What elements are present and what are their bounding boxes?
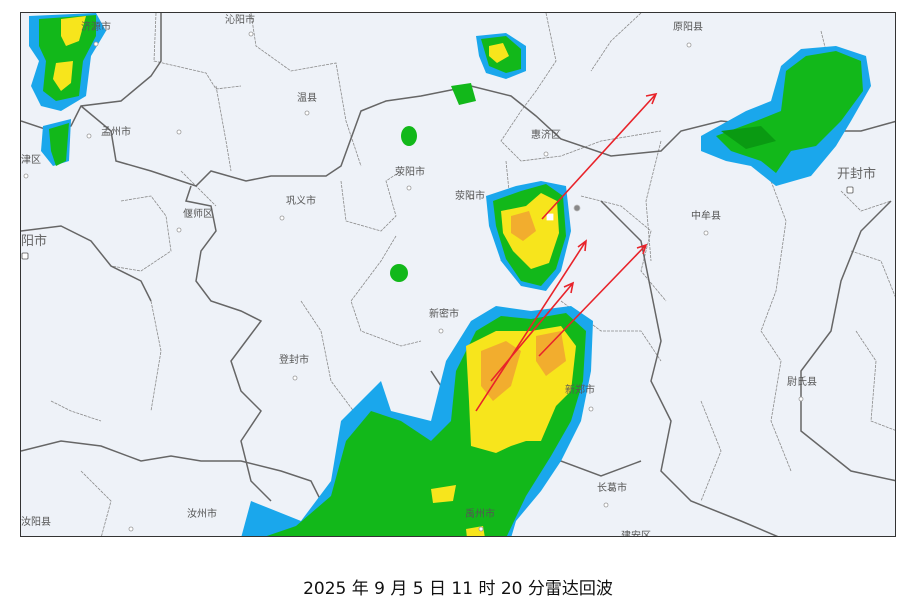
label-wenxian: 温县 <box>297 93 317 104</box>
label-jianan: 建安区 <box>621 531 651 537</box>
label-dengfeng: 登封市 <box>279 355 309 366</box>
label-zhongmou: 中牟县 <box>691 211 721 222</box>
motion-arrows <box>475 92 658 412</box>
label-gongyi: 巩义市 <box>286 196 316 207</box>
label-huiji: 惠济区 <box>531 130 561 141</box>
label-xinmi: 新密市 <box>429 309 459 320</box>
label-qinyang: 沁阳市 <box>225 15 255 26</box>
map-canvas <box>21 13 895 536</box>
radar-map: 济源市 沁阳市 温县 孟州市 津区 荥阳市 巩义市 偃师区 阳市 荥阳市 原阳县… <box>20 12 896 537</box>
label-yanshi: 偃师区 <box>183 209 213 220</box>
label-jiyuan: 济源市 <box>81 22 111 33</box>
label-weishi: 尉氏县 <box>787 377 817 388</box>
label-xingyang-2: 荥阳市 <box>455 191 485 202</box>
label-ruzhou: 汝州市 <box>187 509 217 520</box>
label-changge: 长葛市 <box>597 483 627 494</box>
label-xinzheng: 新郑市 <box>565 385 595 396</box>
label-mengzhou: 孟州市 <box>101 127 131 138</box>
label-jinqu: 津区 <box>21 155 41 166</box>
label-ruyang: 汝阳县 <box>21 517 51 528</box>
arrow-1 <box>541 92 658 220</box>
label-kaifeng: 开封市 <box>837 167 877 182</box>
arrow-2 <box>475 239 587 412</box>
city-markers <box>21 31 854 532</box>
arrow-3 <box>490 281 575 382</box>
arrow-4 <box>538 243 648 357</box>
label-yuzhou: 禹州市 <box>465 509 495 520</box>
label-xingyang: 荥阳市 <box>395 167 425 178</box>
figure-caption: 2025 年 9 月 5 日 11 时 20 分雷达回波 <box>303 579 613 599</box>
label-yuanyang: 原阳县 <box>673 22 703 33</box>
label-luoyang: 阳市 <box>21 234 48 249</box>
